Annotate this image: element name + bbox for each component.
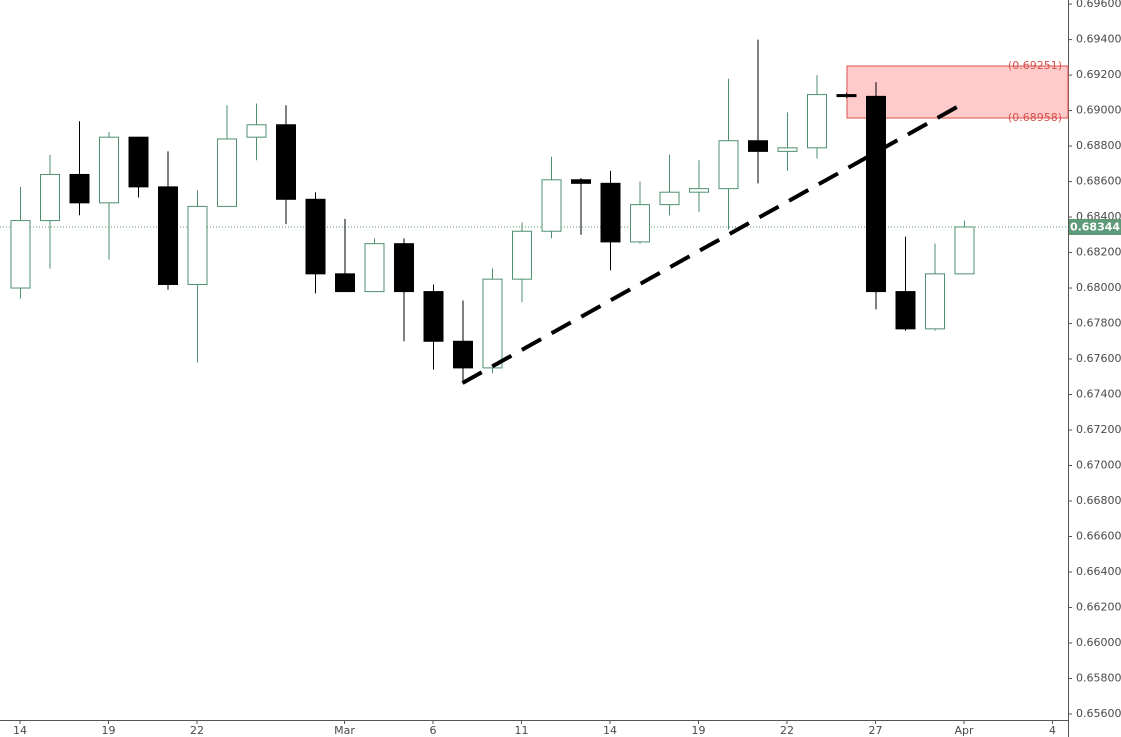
x-tick-label: Apr bbox=[954, 724, 974, 737]
x-tick-label: 19 bbox=[692, 724, 706, 737]
x-tick-label: 22 bbox=[190, 724, 204, 737]
candle-body bbox=[99, 136, 119, 204]
x-tick-label: 11 bbox=[515, 724, 529, 737]
y-tick-label: 0.69000 bbox=[1076, 104, 1121, 117]
candle-body bbox=[423, 291, 444, 342]
candle-body bbox=[187, 205, 208, 285]
candle-body bbox=[512, 230, 532, 280]
x-tick-label: 19 bbox=[102, 724, 116, 737]
y-tick-label: 0.67200 bbox=[1076, 423, 1121, 436]
x-tick-label: 14 bbox=[13, 724, 27, 737]
candle-body bbox=[718, 140, 739, 190]
y-tick-label: 0.69200 bbox=[1076, 68, 1121, 81]
candle-body bbox=[925, 273, 945, 330]
candle-body bbox=[364, 243, 385, 293]
x-tick-label: 14 bbox=[603, 724, 617, 737]
candle-body bbox=[69, 173, 90, 204]
y-tick-label: 0.69600 bbox=[1076, 0, 1121, 10]
y-tick-label: 0.67600 bbox=[1076, 352, 1121, 365]
y-tick-label: 0.65600 bbox=[1076, 707, 1121, 720]
candle-body bbox=[895, 291, 916, 330]
candle-body bbox=[453, 340, 473, 369]
candle-body bbox=[482, 278, 503, 369]
candle-body bbox=[689, 188, 709, 193]
y-tick-label: 0.66000 bbox=[1076, 636, 1121, 649]
candle-body bbox=[954, 226, 975, 275]
y-tick-label: 0.68200 bbox=[1076, 246, 1121, 259]
y-tick-label: 0.69400 bbox=[1076, 33, 1121, 46]
zone-label: (0.68958) bbox=[1008, 111, 1062, 124]
y-tick-label: 0.68000 bbox=[1076, 281, 1121, 294]
y-tick-label: 0.66200 bbox=[1076, 600, 1121, 613]
candle-body bbox=[40, 173, 60, 222]
x-tick-label: 6 bbox=[430, 724, 437, 737]
last-price-badge bbox=[1069, 218, 1121, 235]
candle-body bbox=[777, 147, 798, 152]
candle-body bbox=[305, 198, 326, 275]
candle-body bbox=[836, 94, 857, 98]
candle-body bbox=[276, 124, 296, 200]
x-tick-label: 22 bbox=[780, 724, 794, 737]
candle-body bbox=[246, 124, 267, 138]
last-price-label: 0.68344 bbox=[1070, 220, 1120, 233]
candle-body bbox=[128, 136, 149, 188]
trendline bbox=[461, 101, 965, 385]
candle-body bbox=[217, 138, 237, 207]
candle-body bbox=[571, 179, 591, 184]
candle-body bbox=[630, 204, 650, 243]
candle-body bbox=[10, 220, 31, 289]
y-tick-label: 0.66600 bbox=[1076, 529, 1121, 542]
x-tick-label: Mar bbox=[334, 724, 355, 737]
y-tick-label: 0.66800 bbox=[1076, 494, 1121, 507]
y-tick-label: 0.68800 bbox=[1076, 139, 1121, 152]
y-tick-label: 0.68600 bbox=[1076, 175, 1121, 188]
x-tick-label: 4 bbox=[1049, 724, 1056, 737]
y-tick-label: 0.66400 bbox=[1076, 565, 1121, 578]
candle-body bbox=[807, 94, 827, 149]
x-tick-label: 27 bbox=[869, 724, 883, 737]
y-tick-label: 0.67000 bbox=[1076, 459, 1121, 472]
candle-body bbox=[748, 140, 768, 152]
candle-body bbox=[335, 273, 355, 293]
y-tick-label: 0.65800 bbox=[1076, 671, 1121, 684]
candle-body bbox=[866, 95, 886, 293]
candle-body bbox=[394, 243, 414, 293]
candle-body bbox=[659, 191, 680, 206]
candle-body bbox=[541, 179, 562, 232]
candle-body bbox=[158, 186, 178, 285]
y-tick-label: 0.67400 bbox=[1076, 388, 1121, 401]
candle-body bbox=[600, 182, 621, 243]
zone-label: (0.69251) bbox=[1008, 59, 1062, 72]
y-tick-label: 0.67800 bbox=[1076, 317, 1121, 330]
